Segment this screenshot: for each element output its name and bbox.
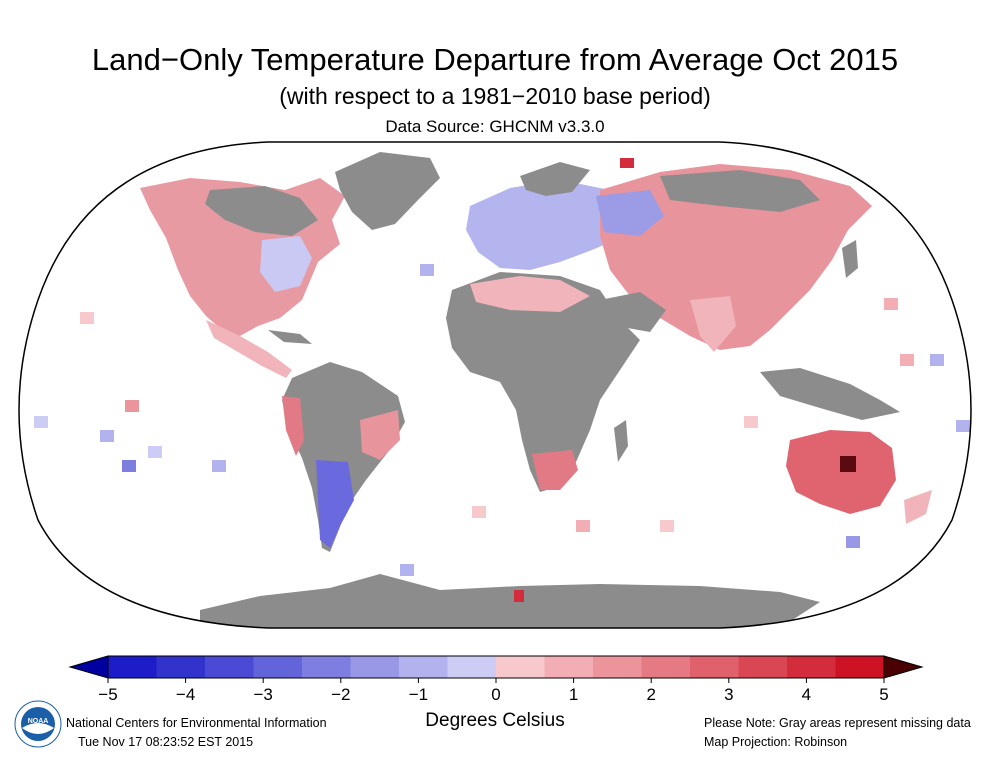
logo-text: NOAA	[28, 718, 49, 725]
colorbar-tick-label: −1	[409, 685, 428, 704]
colorbar-swatch	[399, 656, 448, 678]
north-africa-warm	[470, 276, 590, 312]
patagonia-cool	[316, 460, 354, 548]
island-stations	[34, 158, 970, 602]
colorbar-tick-label: 1	[569, 685, 578, 704]
units-label: Degrees Celsius	[425, 710, 565, 731]
colorbar-tick-label: −4	[176, 685, 195, 704]
japan	[842, 240, 858, 278]
colorbar-tick-label: −5	[98, 685, 117, 704]
south-america-landmass	[282, 362, 405, 552]
siberia-missing	[660, 170, 820, 212]
canada-tundra	[205, 186, 318, 236]
colorbar-swatch	[447, 656, 497, 678]
globe-outline	[18, 141, 972, 629]
southern-africa-warm	[532, 450, 578, 490]
central-america	[206, 320, 292, 378]
madagascar	[614, 420, 628, 462]
asia-landmass	[600, 164, 872, 350]
map-title: Land−Only Temperature Departure from Ave…	[91, 42, 899, 77]
colorbar-swatch	[690, 656, 739, 678]
eastern-us-cool	[260, 236, 312, 292]
colorbar-swatch	[835, 656, 885, 678]
colorbar-low-arrow	[68, 655, 109, 679]
projection-note: Map Projection: Robinson	[704, 735, 848, 749]
colorbar-swatch	[496, 656, 545, 678]
africa-landmass	[446, 272, 640, 492]
map-subtitle: (with respect to a 1981−2010 base period…	[279, 83, 711, 109]
colorbar-tick-label: 3	[724, 685, 733, 704]
colorbar-swatch	[738, 656, 788, 678]
colorbar-swatch	[593, 656, 642, 678]
colorbar-swatch	[544, 656, 594, 678]
colorbar-swatch	[641, 656, 691, 678]
colorbar-swatch	[253, 656, 303, 678]
colorbar-swatch	[787, 656, 836, 678]
colorbar-swatch	[108, 656, 157, 678]
colorbar-tick-label: 2	[646, 685, 655, 704]
middle-east	[600, 292, 666, 332]
scandinavia	[520, 162, 590, 196]
colorbar-swatch	[302, 656, 351, 678]
missing-data-note: Please Note: Gray areas represent missin…	[704, 716, 971, 730]
colorbar-tick-label: 5	[879, 685, 888, 704]
colorbar-tick-label: −2	[331, 685, 350, 704]
india	[690, 296, 736, 352]
timestamp: Tue Nov 17 08:23:52 EST 2015	[78, 735, 254, 749]
colorbar-tick-label: 4	[802, 685, 811, 704]
data-source: Data Source: GHCNM v3.3.0	[385, 117, 605, 136]
australia-hotspot	[840, 456, 856, 472]
europe-landmass	[466, 180, 640, 270]
colorbar: −5 −4 −3 −2 −1 0 1 2 3 4 5	[68, 655, 924, 704]
colorbar-high-arrow	[883, 655, 924, 679]
antarctica	[200, 574, 820, 628]
brazil-warm	[360, 410, 400, 460]
colorbar-swatch	[205, 656, 254, 678]
central-asia-cool	[596, 190, 664, 236]
greenland	[335, 152, 440, 230]
andes-warm	[282, 396, 304, 456]
caribbean	[268, 330, 312, 344]
noaa-logo: NOAA	[14, 700, 62, 748]
southeast-asia-islands	[760, 368, 900, 420]
colorbar-tick-label: 0	[491, 685, 500, 704]
new-zealand	[904, 490, 932, 524]
colorbar-swatch	[350, 656, 400, 678]
colorbar-tick-label: −3	[254, 685, 273, 704]
org-name: National Centers for Environmental Infor…	[66, 716, 327, 730]
colorbar-swatch	[156, 656, 206, 678]
